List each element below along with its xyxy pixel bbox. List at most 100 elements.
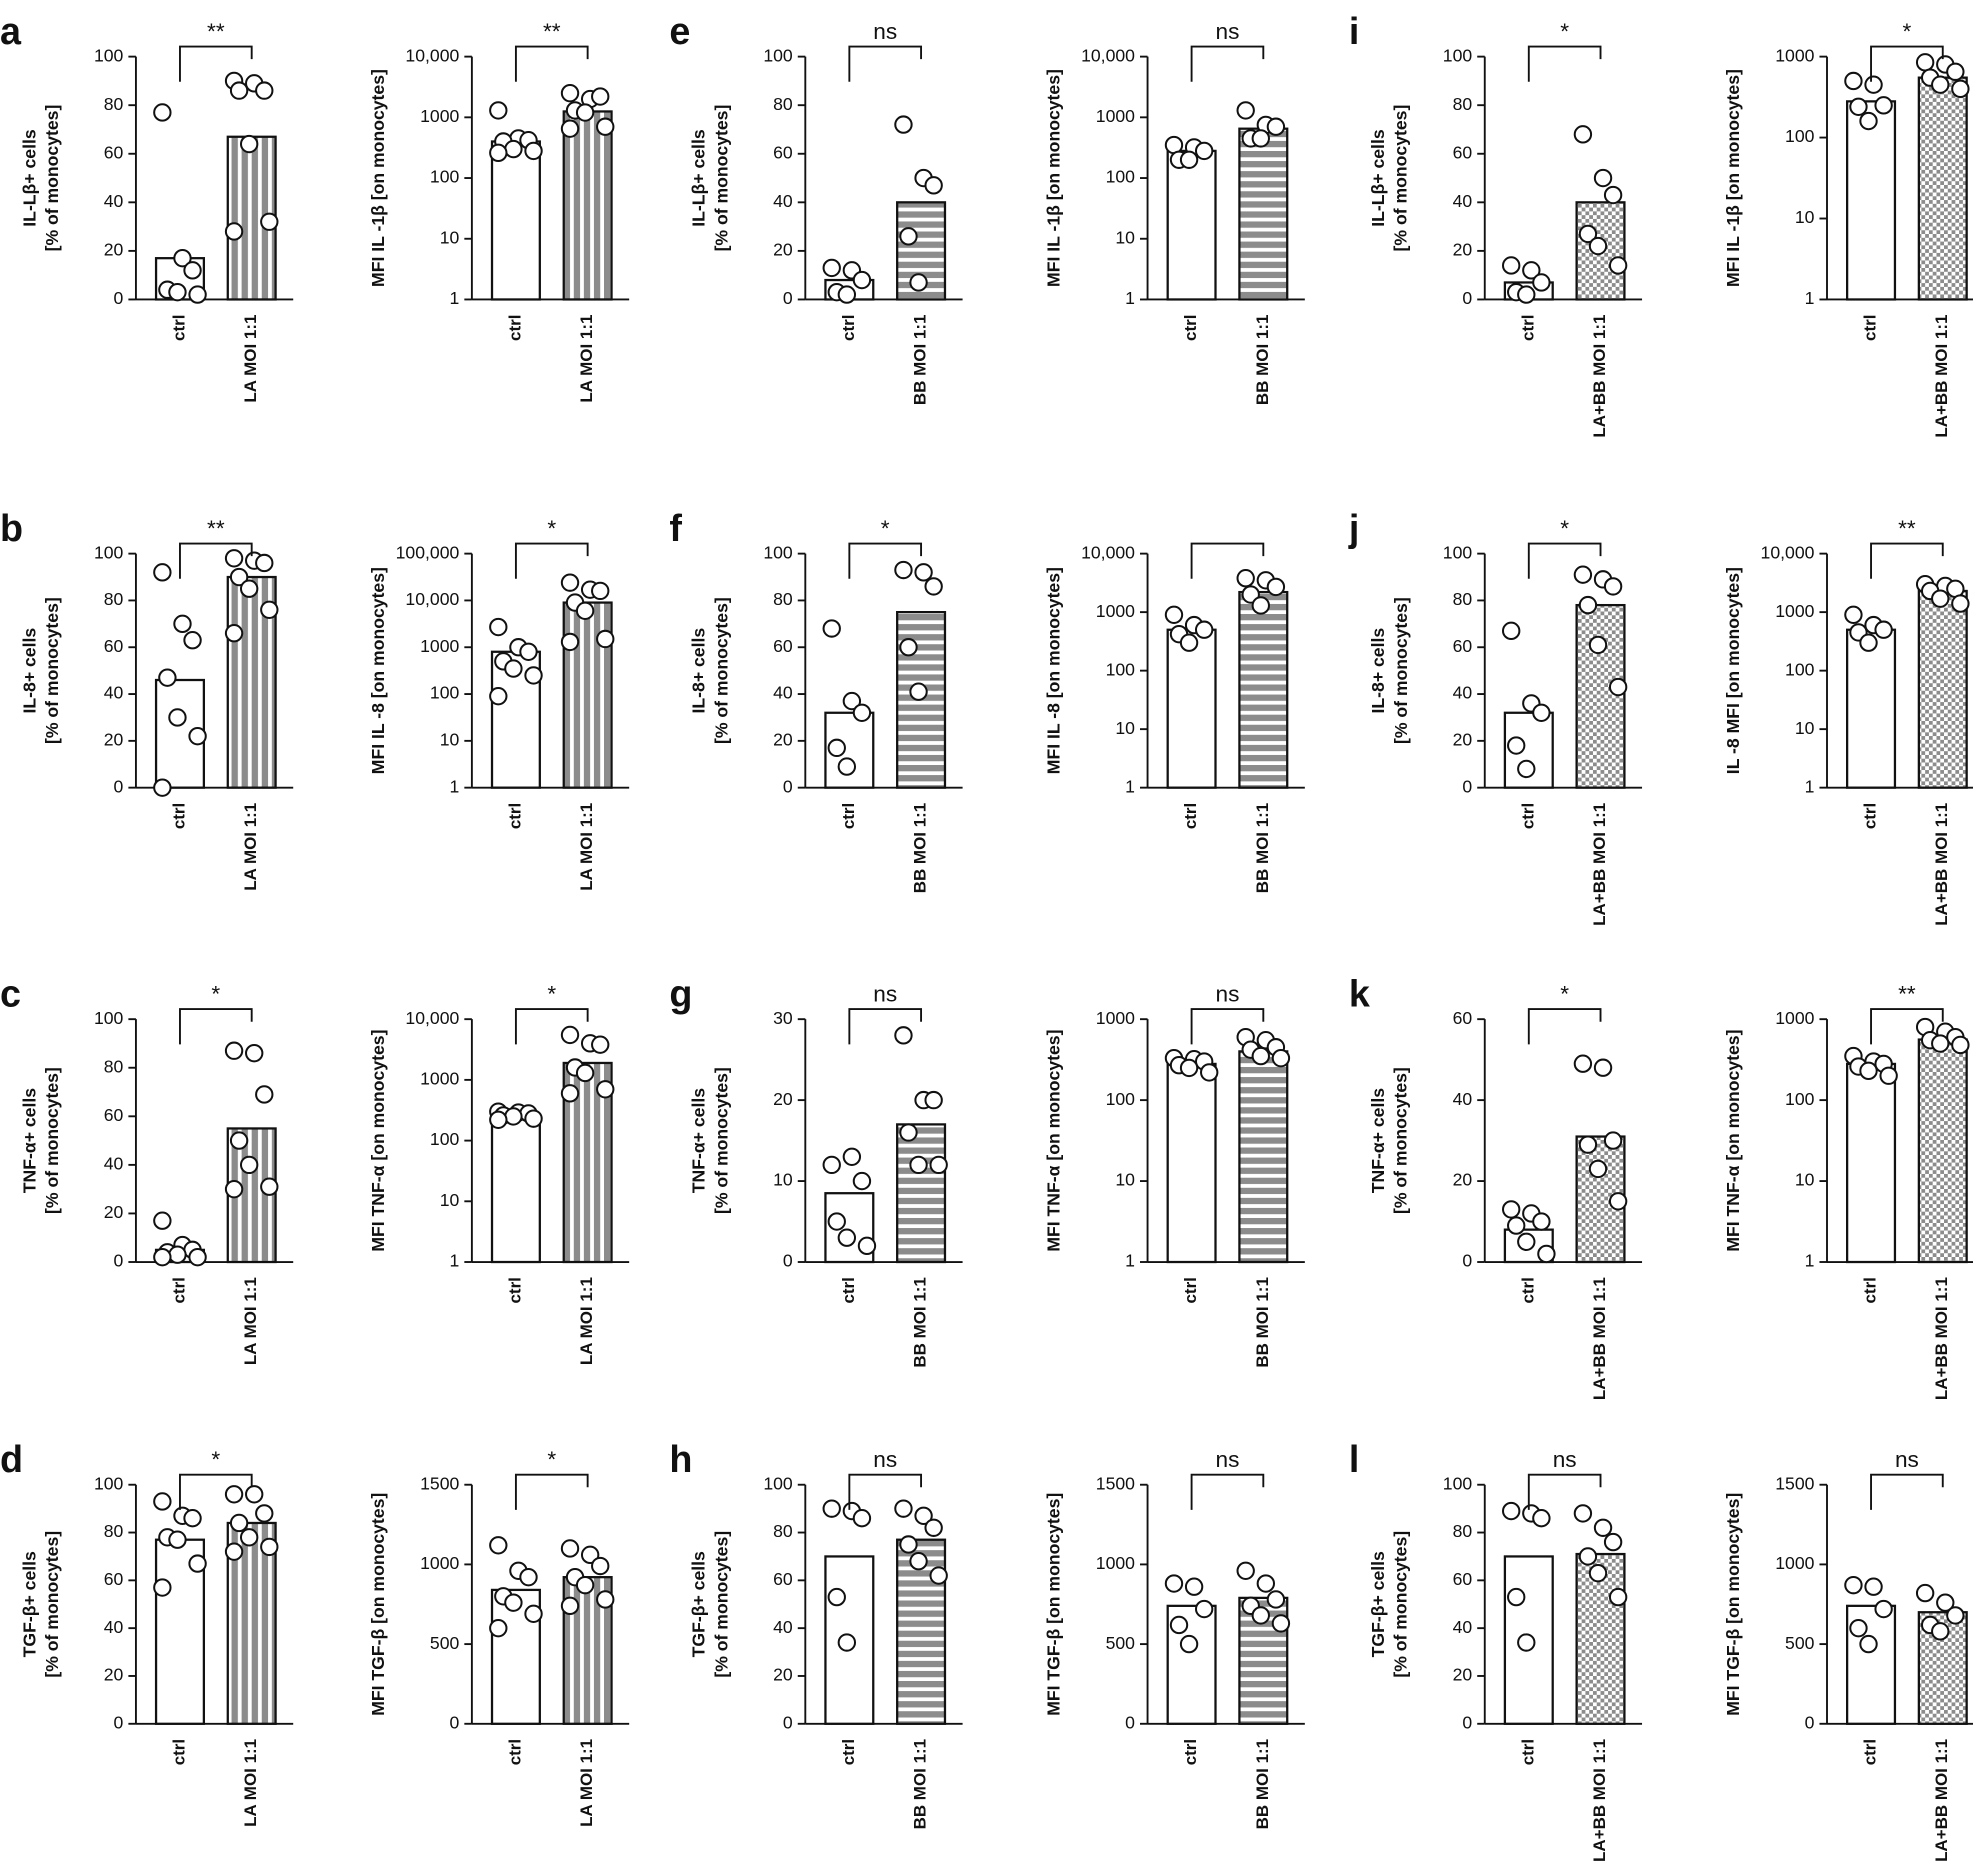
panel-letter: e [669,10,690,52]
x-tick-label: ctrl [169,1277,188,1303]
data-point [1502,256,1521,275]
data-point [596,1590,615,1609]
data-point [1859,1061,1878,1081]
data-point [1931,1622,1950,1641]
data-point [899,638,918,657]
y-tick-label: 100 [1106,1089,1136,1109]
bar [1917,76,1968,301]
significance-label: ns [1895,1447,1919,1472]
data-point [1859,111,1878,131]
data-point [1844,71,1863,91]
y-tick-label: 100 [763,1473,793,1493]
panel-letter: a [0,10,22,52]
panel-letter: d [0,1438,23,1480]
panel-letter: f [669,507,682,549]
data-point [827,1587,846,1607]
y-tick-label: 10,000 [405,1008,459,1028]
significance-bracket [1527,1008,1602,1045]
data-point [580,1545,600,1565]
y-tick-label: 80 [104,1521,124,1541]
significance-label: ns [1215,19,1239,44]
y-axis-label: MFI TGF-β [on monocytes] [1723,1493,1743,1716]
data-point [1179,1058,1199,1078]
y-tick-label: 1000 [420,1553,459,1573]
y-tick-label: 40 [773,191,793,211]
data-point [153,1578,172,1597]
data-point [894,1026,913,1045]
bar [490,140,541,301]
data-point [1517,285,1536,304]
panel-letter: j [1348,507,1359,549]
data-point [1502,1501,1521,1521]
y-tick-label: 0 [1462,1251,1472,1271]
y-axis-label: MFI IL -1β [on monocytes] [368,69,388,287]
significance-label: ns [1215,982,1239,1007]
data-point [1874,1599,1893,1619]
data-point [1874,620,1893,639]
data-point [224,1179,244,1199]
y-tick-label: 40 [104,1617,124,1637]
significance-label: * [1902,19,1911,44]
y-axis-label: [% of monocytes] [1391,1531,1411,1678]
data-point [168,708,187,727]
data-point [255,1085,274,1104]
y-axis-label: TNF-α+ cells [689,1088,709,1193]
data-point [1859,633,1878,652]
bar [1166,149,1217,301]
data-point [822,619,841,638]
bar [1917,1038,1968,1264]
data-point [1266,1590,1286,1609]
significance-bracket [179,542,253,579]
data-point [1608,677,1628,697]
y-tick-label: 10 [1795,207,1815,227]
y-tick-label: 60 [773,142,793,162]
y-tick-label: 1 [450,288,460,308]
y-tick-label: 40 [1453,1089,1473,1109]
y-tick-label: 60 [104,1569,124,1589]
y-axis-label: MFI IL -8 [on monocytes] [368,567,388,774]
data-point [1864,1577,1883,1596]
y-tick-label: 1000 [420,1069,459,1089]
y-tick-label: 100 [94,1473,124,1493]
data-point [1946,62,1965,81]
significance-label: ns [873,1447,897,1472]
data-point [1573,1504,1593,1523]
y-axis-label: [% of monocytes] [711,597,731,744]
data-point [575,601,595,621]
data-point [842,1147,862,1166]
significance-label: ** [207,516,225,541]
y-tick-label: 1500 [1096,1473,1135,1493]
y-axis-label: MFI IL -1β [on monocytes] [1043,69,1063,287]
significance-label: ns [873,982,897,1007]
data-point [1931,1034,1950,1053]
data-point [1532,703,1551,722]
significance-bracket [848,1008,923,1045]
y-tick-label: 1000 [1775,1008,1814,1028]
data-point [1588,1563,1608,1583]
bar [896,1123,947,1264]
data-point [173,248,192,268]
data-point [260,1177,279,1196]
data-point [153,1247,172,1267]
y-tick-label: 1 [1805,1251,1815,1271]
y-axis-label: IL-8+ cells [1368,628,1388,714]
significance-bracket [1527,542,1602,579]
y-tick-label: 1000 [1775,601,1814,621]
data-point [1251,129,1270,148]
x-tick-label: ctrl [505,315,524,341]
data-point [1573,565,1593,584]
data-point [1951,594,1970,613]
x-tick-label: ctrl [505,1277,524,1303]
bar [824,1555,875,1725]
y-tick-label: 1000 [1775,1553,1814,1573]
y-axis-label: MFI IL -1β [on monocytes] [1723,69,1743,287]
data-point [924,1518,943,1537]
data-point [1931,589,1950,608]
y-tick-label: 20 [773,1665,793,1685]
data-point [224,1485,244,1504]
y-tick-label: 100 [1785,659,1815,679]
data-point [489,1618,508,1638]
data-point [1194,1599,1214,1619]
x-tick-label: ctrl [1181,1739,1200,1765]
